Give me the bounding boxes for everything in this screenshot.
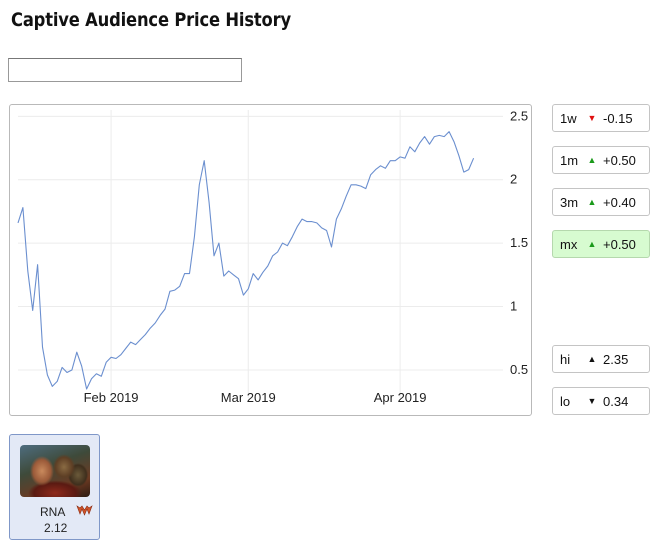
stat-mx-change: +0.50 xyxy=(603,236,636,252)
stat-1m-label: 1m xyxy=(560,152,579,168)
price-chart-svg: 2.5 2 1.5 1 0.5 Feb 2019 Mar 2019 Apr 2019 xyxy=(17,108,528,405)
stat-lo-button[interactable]: lo ▼ 0.34 xyxy=(552,387,650,415)
stat-3m-change: +0.40 xyxy=(603,194,636,210)
chart-grid xyxy=(18,110,503,398)
stat-lo-value: 0.34 xyxy=(603,393,629,409)
arrow-down-icon: ▼ xyxy=(587,396,597,406)
stat-3m-button[interactable]: 3m ▲ +0.40 xyxy=(552,188,650,216)
stat-hi-label: hi xyxy=(560,351,571,367)
y-tick-label: 0.5 xyxy=(510,362,528,377)
stat-lo-label: lo xyxy=(560,393,571,409)
x-tick-label: Apr 2019 xyxy=(374,390,427,405)
y-axis-ticks: 2.5 2 1.5 1 0.5 xyxy=(510,108,528,377)
stat-hi-button[interactable]: hi ▲ 2.35 xyxy=(552,345,650,373)
stat-mx-button[interactable]: mx ▲ +0.50 xyxy=(552,230,650,258)
price-chart[interactable]: 2.5 2 1.5 1 0.5 Feb 2019 Mar 2019 Apr 2019 xyxy=(9,104,532,416)
arrow-up-icon: ▲ xyxy=(587,155,597,165)
stat-1w-change: -0.15 xyxy=(603,110,633,126)
price-series-line xyxy=(17,131,475,390)
card-art-image xyxy=(20,445,90,497)
x-tick-label: Mar 2019 xyxy=(221,390,276,405)
chart-series xyxy=(17,131,475,390)
card-set-code: RNA xyxy=(40,505,66,519)
search-input[interactable] xyxy=(8,58,242,82)
set-symbol-icon xyxy=(76,505,93,516)
x-axis-ticks: Feb 2019 Mar 2019 Apr 2019 xyxy=(84,390,427,405)
stat-1w-button[interactable]: 1w ▼ -0.15 xyxy=(552,104,650,132)
stat-3m-label: 3m xyxy=(560,194,579,210)
y-tick-label: 1.5 xyxy=(510,235,528,250)
stat-1m-change: +0.50 xyxy=(603,152,636,168)
arrow-down-icon: ▼ xyxy=(587,113,597,123)
page-title: Captive Audience Price History xyxy=(11,9,291,31)
card-price: 2.12 xyxy=(44,521,68,535)
stat-1m-button[interactable]: 1m ▲ +0.50 xyxy=(552,146,650,174)
y-tick-label: 2.5 xyxy=(510,108,528,123)
stat-hi-value: 2.35 xyxy=(603,351,629,367)
y-tick-label: 2 xyxy=(510,172,517,187)
arrow-up-icon: ▲ xyxy=(587,197,597,207)
stat-mx-label: mx xyxy=(560,236,578,252)
stat-1w-label: 1w xyxy=(560,110,577,126)
arrow-up-icon: ▲ xyxy=(587,354,597,364)
arrow-up-icon: ▲ xyxy=(587,239,597,249)
printing-card[interactable]: RNA 2.12 xyxy=(9,434,100,540)
x-tick-label: Feb 2019 xyxy=(84,390,139,405)
y-tick-label: 1 xyxy=(510,299,517,314)
